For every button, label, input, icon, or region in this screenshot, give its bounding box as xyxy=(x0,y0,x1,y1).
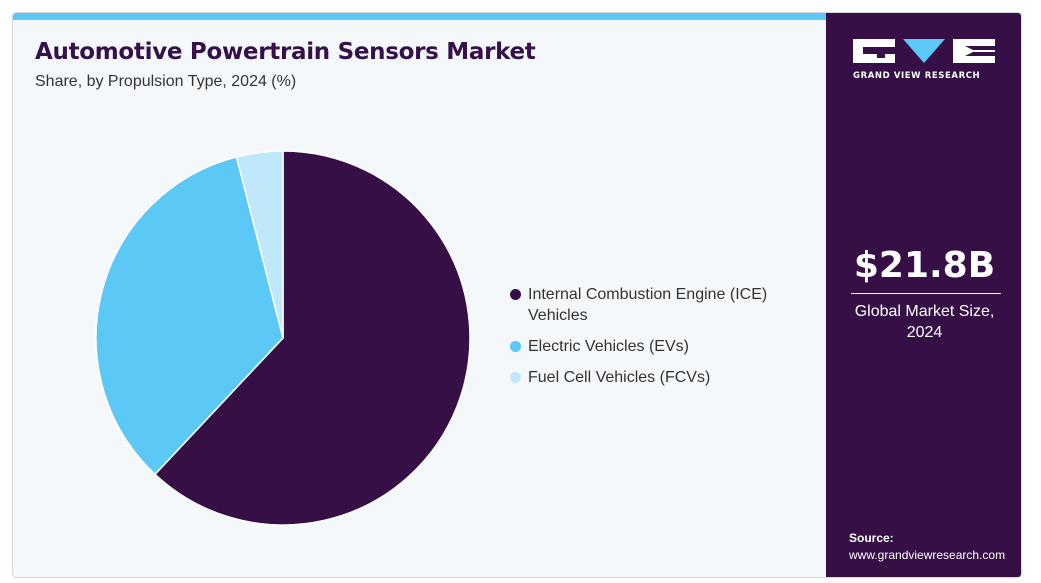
legend-item: Electric Vehicles (EVs) xyxy=(510,336,810,357)
legend-swatch xyxy=(510,289,521,300)
legend-item: Internal Combustion Engine (ICE) Vehicle… xyxy=(510,284,810,326)
pie-chart xyxy=(95,150,471,526)
chart-subtitle: Share, by Propulsion Type, 2024 (%) xyxy=(35,73,297,90)
sidebar-panel: GRAND VIEW RESEARCH $21.8B Global Market… xyxy=(826,13,1021,577)
legend-label: Fuel Cell Vehicles (FCVs) xyxy=(528,369,711,386)
logo-g-icon xyxy=(853,39,895,63)
chart-title: Automotive Powertrain Sensors Market xyxy=(35,39,536,65)
logo-mark xyxy=(853,39,997,63)
market-size-divider xyxy=(851,293,1001,294)
market-size-label: Global Market Size, 2024 xyxy=(854,303,995,341)
accent-bar xyxy=(13,13,826,20)
logo-v-icon xyxy=(903,39,945,63)
logo-r-icon xyxy=(953,39,995,63)
chart-card: Automotive Powertrain Sensors Market Sha… xyxy=(12,12,1022,578)
legend-label: Internal Combustion Engine (ICE) Vehicle… xyxy=(528,286,768,324)
legend-swatch xyxy=(510,372,521,383)
brand-logo: GRAND VIEW RESEARCH xyxy=(853,39,997,81)
source-link[interactable]: www.grandviewresearch.com xyxy=(849,548,1006,562)
market-size-value: $21.8B xyxy=(853,245,996,286)
pie-slice-2 xyxy=(95,155,284,476)
source-heading: Source: xyxy=(849,531,894,545)
legend-item: Fuel Cell Vehicles (FCVs) xyxy=(510,367,810,388)
legend-swatch xyxy=(510,341,521,352)
pie-slice-1 xyxy=(153,150,471,526)
logo-text: GRAND VIEW RESEARCH xyxy=(853,71,981,81)
legend-label: Electric Vehicles (EVs) xyxy=(528,338,689,355)
pie-slice-3 xyxy=(235,150,284,339)
chart-legend: Internal Combustion Engine (ICE) Vehicle… xyxy=(510,284,810,398)
